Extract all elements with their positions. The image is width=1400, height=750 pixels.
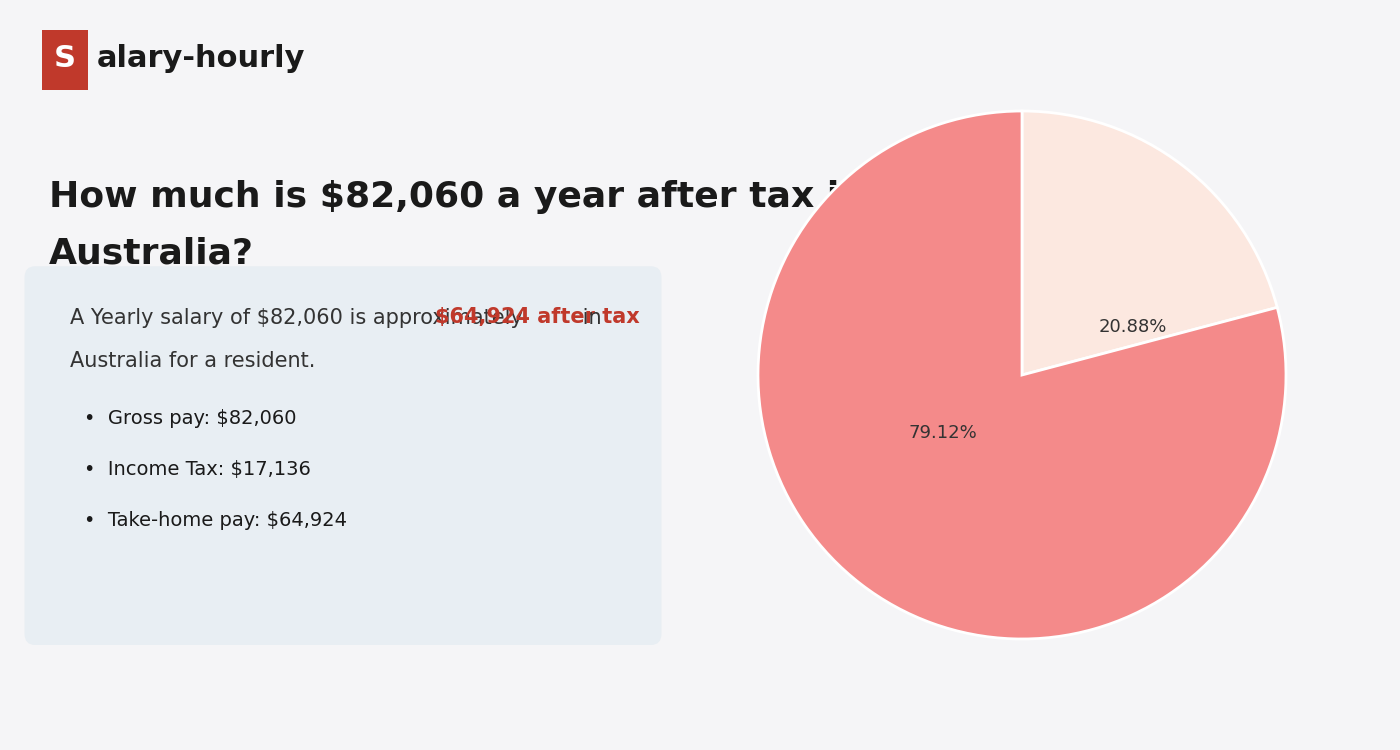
Text: •  Gross pay: $82,060: • Gross pay: $82,060: [84, 409, 297, 428]
Text: How much is $82,060 a year after tax in: How much is $82,060 a year after tax in: [49, 180, 865, 214]
Text: 20.88%: 20.88%: [1099, 319, 1168, 337]
Text: alary-hourly: alary-hourly: [97, 44, 305, 73]
Wedge shape: [757, 111, 1287, 639]
Wedge shape: [1022, 111, 1277, 375]
Text: in: in: [577, 308, 602, 328]
Text: •  Take-home pay: $64,924: • Take-home pay: $64,924: [84, 511, 347, 530]
Text: $64,924 after tax: $64,924 after tax: [435, 308, 640, 328]
Text: 79.12%: 79.12%: [909, 424, 977, 442]
Text: A Yearly salary of $82,060 is approximately: A Yearly salary of $82,060 is approximat…: [70, 308, 529, 328]
FancyBboxPatch shape: [25, 266, 661, 645]
Text: Australia?: Australia?: [49, 236, 253, 270]
Text: S: S: [53, 44, 76, 73]
FancyBboxPatch shape: [42, 30, 87, 90]
Text: •  Income Tax: $17,136: • Income Tax: $17,136: [84, 460, 311, 478]
Text: Australia for a resident.: Australia for a resident.: [70, 351, 315, 371]
